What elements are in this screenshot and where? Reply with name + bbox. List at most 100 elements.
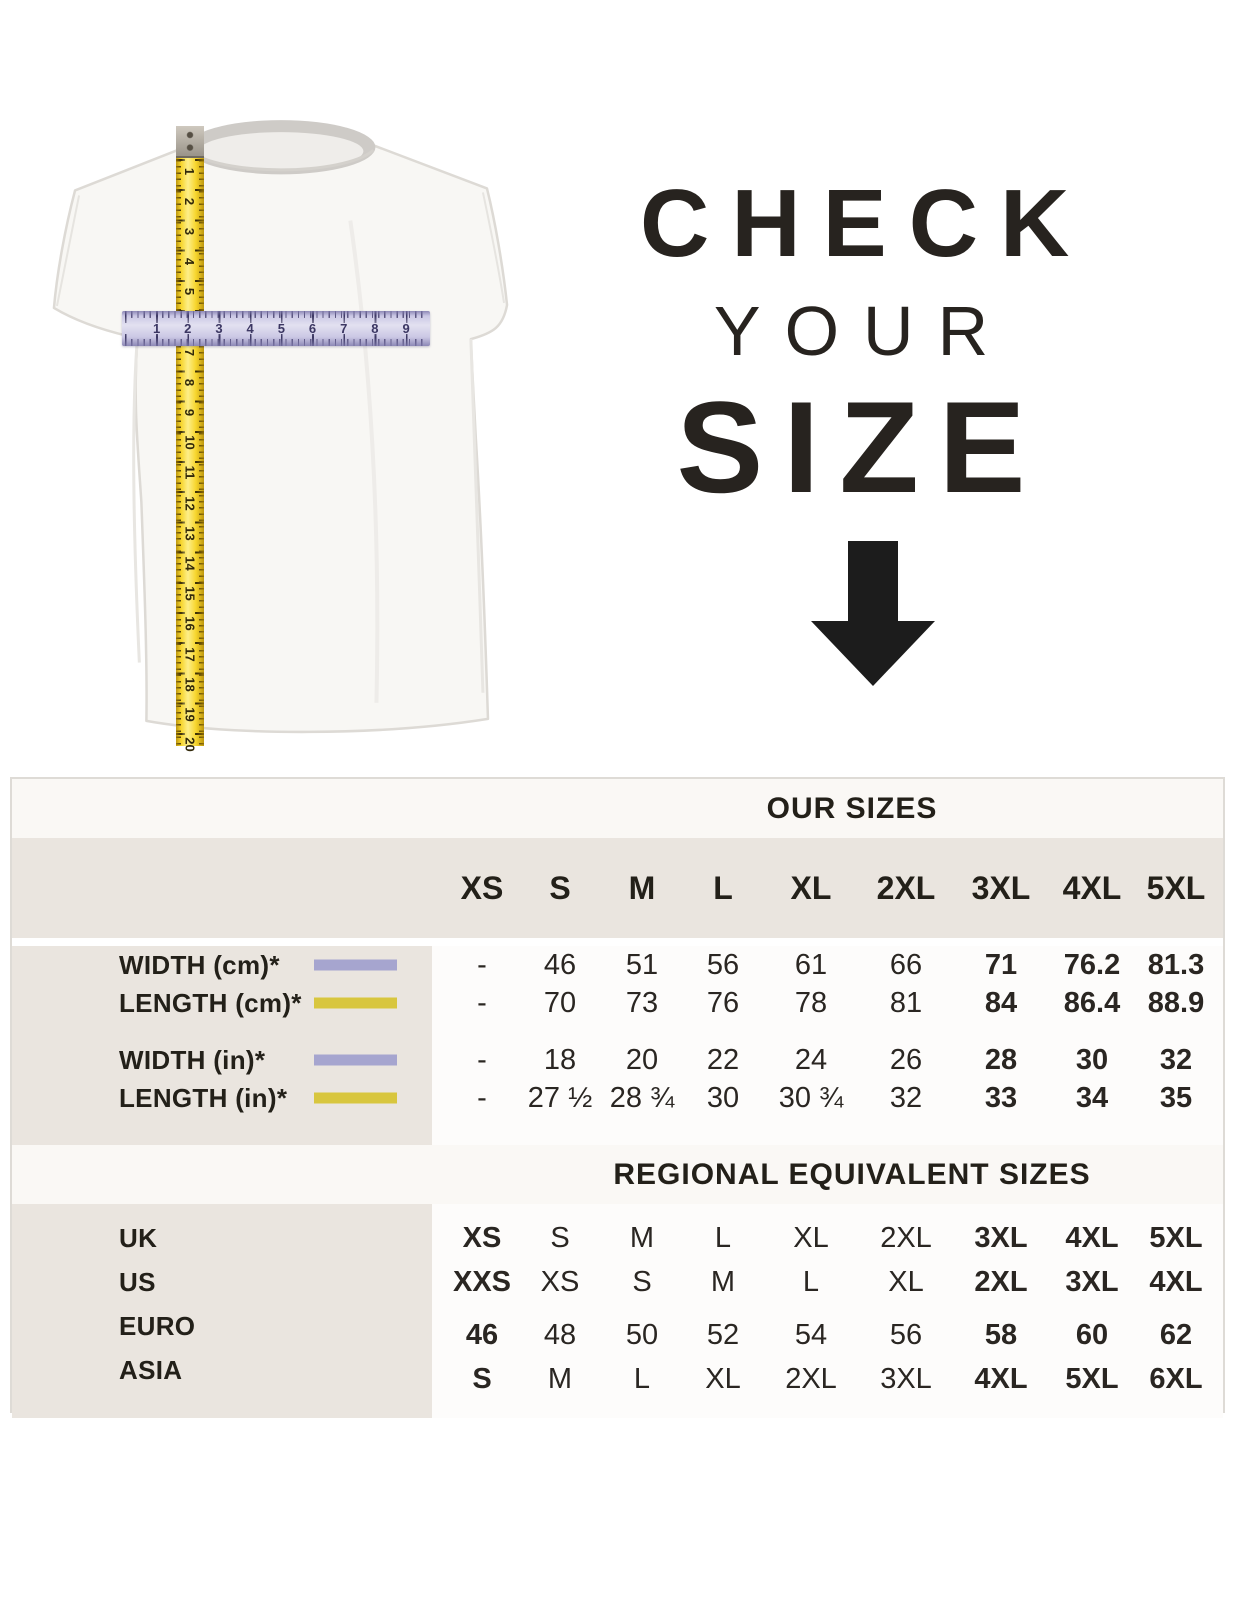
row-label-text: WIDTH (in)* — [119, 1044, 266, 1075]
tape-number: 16 — [182, 616, 198, 632]
tshirt-sleeve-crease-right — [481, 192, 506, 304]
ruler-number: 4 — [246, 321, 254, 336]
cell: M — [710, 1265, 736, 1298]
size-chart-table: OUR SIZES XS S M L XL 2XL 3XL 4XL 5XL WI… — [10, 777, 1225, 1418]
tape-number: 5 — [182, 288, 198, 296]
cell: 18 — [543, 1043, 577, 1076]
cell: 48 — [543, 1318, 577, 1351]
tshirt-fold-right — [469, 339, 485, 693]
cell: 52 — [706, 1318, 740, 1351]
column-header-m: M — [628, 869, 656, 906]
cell: 3XL — [1065, 1265, 1119, 1298]
cell: - — [477, 948, 487, 981]
column-header-2xl: 2XL — [876, 869, 936, 906]
regional-sizes-title: REGIONAL EQUIVALENT SIZES — [613, 1157, 1091, 1191]
our-sizes-band: OUR SIZES — [12, 779, 1223, 838]
tshirt-collar-inner — [198, 132, 364, 171]
headline: CHECK YOUR SIZE — [618, 0, 1084, 530]
cell: XL — [793, 1221, 829, 1254]
row-width-in: WIDTH (in)* - 18 20 22 24 26 28 30 32 — [12, 1041, 1223, 1079]
row-euro: EURO 46 48 50 52 54 56 58 60 62 — [12, 1304, 1223, 1351]
row-uk: UK XS S M L XL 2XL 3XL 4XL 5XL — [12, 1216, 1223, 1260]
row-label-text: WIDTH (cm)* — [119, 949, 280, 980]
tape-number: 13 — [182, 526, 198, 541]
tape-metal-tip — [176, 126, 204, 158]
cell: 61 — [794, 948, 828, 981]
cell: 3XL — [880, 1362, 932, 1395]
tape-number: 3 — [182, 227, 198, 236]
row-label-text: EURO — [119, 1310, 196, 1341]
tape-number: 10 — [182, 435, 198, 451]
measurement-section: WIDTH (cm)* - 46 51 56 61 66 71 76.2 81.… — [12, 946, 1223, 1145]
column-header-s: S — [549, 869, 571, 906]
column-header-5xl: 5XL — [1146, 869, 1206, 906]
tape-number: 12 — [182, 495, 198, 511]
tape-number: 11 — [182, 466, 198, 480]
row-width-cm: WIDTH (cm)* - 46 51 56 61 66 71 76.2 81.… — [12, 946, 1223, 984]
cell: 73 — [625, 986, 659, 1019]
cell: 58 — [984, 1318, 1018, 1351]
row-label-width-in: WIDTH (in)* — [12, 1045, 446, 1076]
cell: 28 — [984, 1043, 1018, 1076]
cell: 76.2 — [1063, 948, 1121, 981]
cell: M — [629, 1221, 655, 1254]
row-label-length-in: LENGTH (in)* — [12, 1083, 446, 1114]
cell: 28 ¾ — [609, 1081, 675, 1114]
tape-number: 9 — [182, 408, 198, 417]
cell: XS — [462, 1221, 502, 1254]
cell: - — [477, 1081, 487, 1114]
cell: XS — [540, 1265, 580, 1298]
row-length-in: LENGTH (in)* - 27 ½ 28 ¾ 30 30 ¾ 32 33 3… — [12, 1079, 1223, 1117]
row-label-text: UK — [119, 1222, 158, 1253]
cell: XXS — [452, 1265, 512, 1298]
cell: 56 — [889, 1318, 923, 1351]
horizontal-ruler: 1 2 3 4 5 6 7 8 9 — [122, 311, 430, 346]
cell: - — [477, 1043, 487, 1076]
tape-number: 15 — [182, 586, 198, 601]
ruler-number: 7 — [340, 321, 348, 336]
row-label-text: ASIA — [119, 1354, 183, 1385]
cell: 30 — [706, 1081, 740, 1114]
row-length-cm: LENGTH (cm)* - 70 73 76 78 81 84 86.4 88… — [12, 984, 1223, 1022]
row-label-text: LENGTH (cm)* — [119, 987, 302, 1018]
cell: 34 — [1075, 1081, 1109, 1114]
width-color-swatch — [314, 959, 397, 971]
tape-number: 1 — [182, 167, 198, 175]
column-header-l: L — [713, 869, 733, 906]
ruler-number: 5 — [277, 321, 285, 336]
cell: 24 — [794, 1043, 828, 1076]
cell: 56 — [706, 948, 740, 981]
arrow-stem — [848, 541, 898, 623]
length-color-swatch — [314, 1092, 397, 1104]
cell: 32 — [1159, 1043, 1193, 1076]
cell: M — [547, 1362, 573, 1395]
ruler-number: 9 — [402, 321, 410, 336]
tape-number: 4 — [182, 258, 198, 266]
cell: XL — [888, 1265, 924, 1298]
cell: 20 — [625, 1043, 659, 1076]
cell: 27 ½ — [527, 1081, 593, 1114]
tape-number: 20 — [182, 737, 198, 752]
tape-number: 14 — [182, 556, 198, 571]
cell: 60 — [1075, 1318, 1109, 1351]
tape-number: 8 — [182, 378, 198, 387]
cell: 62 — [1159, 1318, 1193, 1351]
cell: 81 — [889, 986, 923, 1019]
cell: L — [714, 1221, 732, 1254]
row-label-asia: ASIA — [12, 1355, 446, 1386]
tshirt-sleeve-crease-left — [55, 195, 81, 307]
row-label-width-cm: WIDTH (cm)* — [12, 950, 446, 981]
cell: 3XL — [974, 1221, 1028, 1254]
row-asia: ASIA S M L XL 2XL 3XL 4XL 5XL 6XL — [12, 1348, 1223, 1395]
cell: 4XL — [1149, 1265, 1203, 1298]
regional-values-panel — [432, 1204, 1223, 1418]
cell: 88.9 — [1147, 986, 1205, 1019]
headline-check: CHECK — [640, 170, 1092, 277]
cell: 2XL — [974, 1265, 1028, 1298]
column-header-xl: XL — [790, 869, 832, 906]
our-sizes-title: OUR SIZES — [766, 791, 938, 825]
cell: L — [802, 1265, 820, 1298]
cell: L — [633, 1362, 651, 1395]
tshirt-fold-left — [132, 337, 141, 663]
